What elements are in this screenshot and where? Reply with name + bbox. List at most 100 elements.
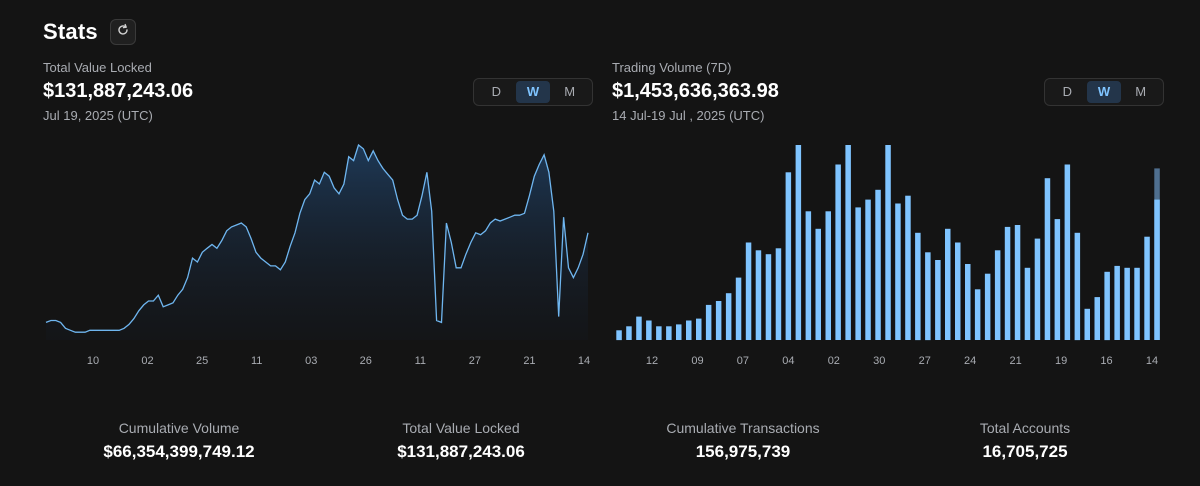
volume-bar[interactable]	[825, 211, 832, 340]
volume-bar[interactable]	[1134, 267, 1140, 340]
volume-x-tick-label: 19	[1055, 355, 1067, 367]
volume-toggle-week[interactable]: W	[1086, 81, 1121, 103]
volume-bar[interactable]	[626, 326, 632, 340]
tvl-toggle-week[interactable]: W	[515, 81, 550, 103]
tvl-area-fill	[46, 145, 588, 340]
volume-bar[interactable]	[1114, 265, 1120, 340]
volume-bar[interactable]	[945, 228, 951, 340]
volume-bar[interactable]	[835, 164, 841, 341]
header: Stats	[43, 19, 136, 45]
volume-bar[interactable]	[815, 228, 822, 340]
volume-bar[interactable]	[905, 195, 911, 340]
volume-bar[interactable]	[775, 248, 782, 340]
tvl-label: Total Value Locked	[43, 60, 152, 75]
tvl-toggle-day[interactable]: D	[491, 84, 502, 99]
volume-bar[interactable]	[1124, 267, 1130, 340]
volume-x-tick-label: 09	[691, 355, 703, 367]
tvl-date: Jul 19, 2025 (UTC)	[43, 108, 153, 123]
volume-bar[interactable]	[1044, 178, 1051, 340]
volume-bar[interactable]	[915, 232, 921, 341]
volume-bar[interactable]	[705, 304, 712, 340]
volume-bar[interactable]	[735, 277, 742, 340]
volume-bar[interactable]	[965, 264, 971, 340]
cumulative-transactions-stat: Cumulative Transactions 156,975,739	[613, 420, 873, 462]
volume-x-axis: 12 09 07 04 02 30 27 24 21 19 16 14	[646, 355, 1158, 367]
volume-x-tick-label: 16	[1100, 355, 1112, 367]
volume-bar[interactable]	[885, 145, 891, 340]
volume-bar-chart[interactable]: 12 09 07 04 02 30 27 24 21 19 16 14	[612, 140, 1164, 375]
volume-bar[interactable]	[845, 145, 851, 340]
volume-bar[interactable]	[935, 260, 941, 340]
tvl-x-tick-label: 02	[141, 355, 153, 367]
volume-bar[interactable]	[1004, 226, 1011, 340]
tvl-toggle-month[interactable]: M	[564, 84, 576, 99]
volume-bar[interactable]	[1094, 297, 1101, 340]
volume-bar[interactable]	[636, 316, 642, 340]
tvl-x-tick-label: 27	[469, 355, 481, 367]
volume-bar[interactable]	[785, 172, 792, 340]
refresh-icon	[116, 23, 130, 42]
volume-bar[interactable]	[895, 203, 901, 341]
cumulative-volume-value: $66,354,399,749.12	[103, 442, 255, 461]
total-value-locked-value: $131,887,243.06	[397, 442, 525, 461]
volume-bar[interactable]	[666, 326, 672, 340]
volume-bar[interactable]	[994, 250, 1001, 340]
volume-toggle-day[interactable]: D	[1062, 84, 1073, 99]
volume-bar[interactable]	[1014, 225, 1021, 340]
page-title: Stats	[43, 19, 98, 44]
tvl-area-chart[interactable]: 10 02 25 11 03 26 11 27 21 14	[43, 140, 595, 375]
volume-bar[interactable]	[1074, 232, 1081, 341]
volume-bar[interactable]	[925, 252, 931, 341]
volume-x-tick-label: 04	[782, 355, 794, 367]
volume-x-tick-label: 07	[737, 355, 749, 367]
tvl-x-tick-label: 11	[415, 355, 426, 367]
tvl-x-tick-label: 03	[305, 355, 317, 367]
volume-bar[interactable]	[795, 145, 802, 340]
volume-bar[interactable]	[765, 254, 772, 340]
volume-x-tick-label: 12	[646, 355, 658, 367]
tvl-x-tick-label: 21	[523, 355, 535, 367]
total-accounts-stat: Total Accounts 16,705,725	[895, 420, 1155, 462]
volume-bar[interactable]	[696, 318, 702, 340]
volume-date: 14 Jul-19 Jul , 2025 (UTC)	[612, 108, 765, 123]
volume-bar[interactable]	[755, 250, 762, 340]
cumulative-transactions-value: 156,975,739	[695, 442, 791, 461]
volume-bar[interactable]	[1144, 236, 1150, 340]
tvl-x-tick-label: 14	[578, 355, 590, 367]
volume-toggle-month[interactable]: M	[1135, 84, 1147, 99]
volume-bar[interactable]	[1154, 199, 1160, 340]
total-value-locked-label: Total Value Locked	[402, 420, 520, 436]
volume-bar[interactable]	[1024, 267, 1031, 340]
volume-bar[interactable]	[616, 330, 622, 341]
volume-bar[interactable]	[955, 242, 961, 341]
volume-value: $1,453,636,363.98	[612, 80, 779, 102]
volume-bar[interactable]	[646, 320, 652, 341]
volume-bar[interactable]	[1034, 238, 1041, 340]
volume-bar[interactable]	[1104, 271, 1110, 341]
volume-period-toggle: D W M	[1044, 78, 1164, 106]
tvl-x-tick-label: 10	[87, 355, 99, 367]
volume-bar[interactable]	[1054, 219, 1061, 340]
tvl-series-line	[45, 143, 589, 333]
volume-bar[interactable]	[715, 301, 722, 340]
volume-bar[interactable]	[745, 242, 752, 341]
tvl-x-tick-label: 26	[360, 355, 372, 367]
volume-bar[interactable]	[875, 189, 881, 340]
volume-bar[interactable]	[1064, 164, 1071, 341]
total-value-locked-stat: Total Value Locked $131,887,243.06	[331, 420, 591, 462]
volume-bar[interactable]	[974, 289, 981, 340]
volume-bar[interactable]	[805, 211, 812, 340]
total-accounts-value: 16,705,725	[982, 442, 1068, 461]
volume-bar[interactable]	[676, 324, 682, 340]
tvl-x-axis: 10 02 25 11 03 26 11 27 21 14	[87, 355, 590, 367]
volume-bar[interactable]	[686, 320, 692, 341]
volume-bar[interactable]	[865, 199, 871, 340]
volume-x-tick-label: 14	[1146, 355, 1158, 367]
volume-bar[interactable]	[984, 273, 991, 340]
volume-bar[interactable]	[725, 293, 732, 340]
volume-bar[interactable]	[855, 207, 861, 340]
volume-bar[interactable]	[656, 326, 662, 340]
refresh-button[interactable]	[109, 19, 136, 45]
cumulative-volume-label: Cumulative Volume	[118, 420, 240, 436]
volume-bar[interactable]	[1084, 308, 1091, 340]
